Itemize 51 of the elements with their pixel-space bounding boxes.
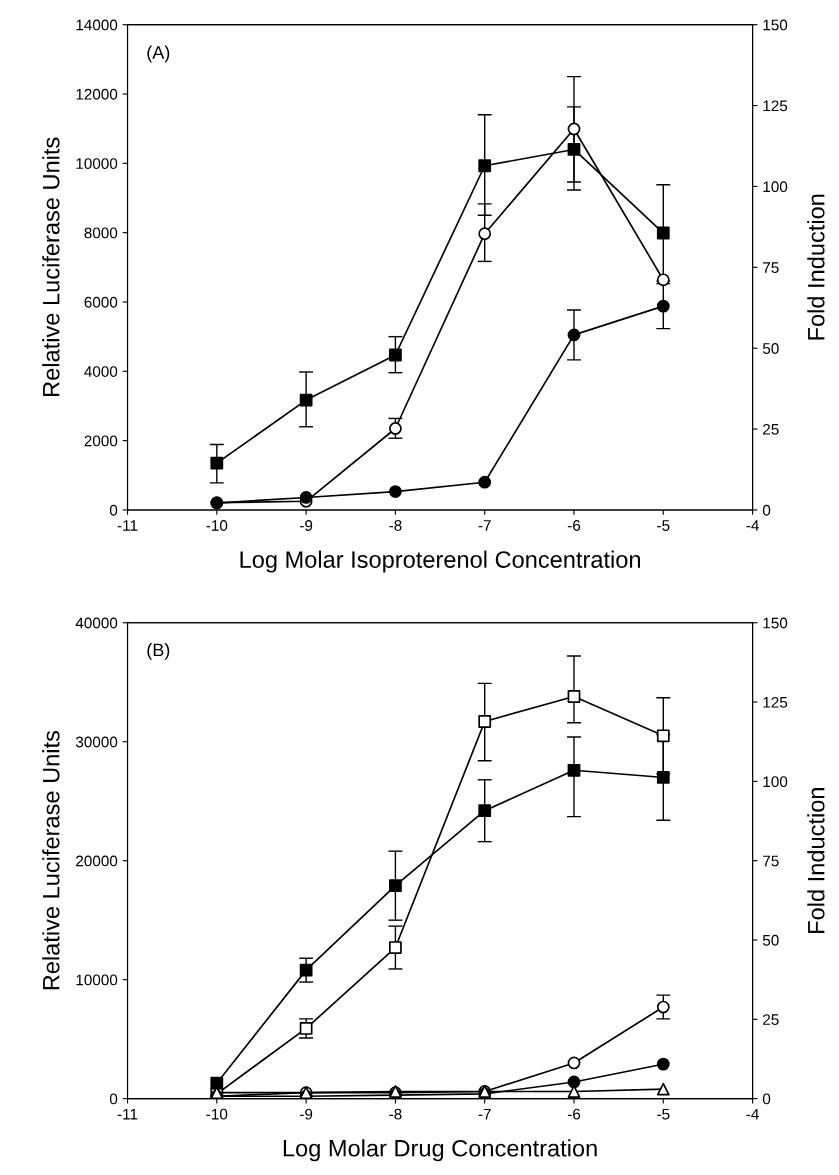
y-tick-label: 0 xyxy=(109,504,118,516)
y-tick-label: 10000 xyxy=(76,974,118,986)
y-tick-label: 12000 xyxy=(76,88,118,100)
y2-tick-label: 25 xyxy=(763,1014,779,1025)
y-tick-label: 30000 xyxy=(75,736,118,748)
x-axis-title: Log Molar Drug Concentration xyxy=(283,1139,597,1162)
x-tick-label: -11 xyxy=(117,520,138,531)
y2-tick-label: 0 xyxy=(762,1093,771,1105)
y2-tick-label: 125 xyxy=(763,696,788,708)
y2-tick-label: 50 xyxy=(762,934,779,946)
x-tick-label: -7 xyxy=(478,1108,491,1120)
x-tick-label: -9 xyxy=(300,1108,313,1120)
y-tick-label: 4000 xyxy=(84,366,118,377)
y2-tick-label: 100 xyxy=(763,776,788,788)
x-tick-label: -8 xyxy=(389,1108,402,1120)
y2-axis-title: Fold Induction xyxy=(807,788,825,933)
x-tick-label: -7 xyxy=(478,520,491,531)
x-axis-title: Log Molar Isoproterenol Concentration xyxy=(240,550,641,573)
y-tick-label: 6000 xyxy=(84,296,118,308)
y-tick-label: 2000 xyxy=(84,435,118,447)
y2-tick-label: 75 xyxy=(763,855,779,867)
y-tick-label: 8000 xyxy=(84,227,118,239)
x-tick-label: -11 xyxy=(117,1108,138,1120)
y2-axis-title: Fold Induction xyxy=(807,194,825,340)
x-tick-label: -10 xyxy=(206,520,228,531)
x-tick-label: -5 xyxy=(657,1108,670,1120)
y-tick-label: 40000 xyxy=(75,617,118,629)
x-tick-label: -10 xyxy=(206,1108,228,1120)
y2-tick-label: 25 xyxy=(763,423,779,435)
y2-tick-label: 125 xyxy=(763,100,788,112)
y2-tick-label: 150 xyxy=(763,617,788,629)
y-axis-title: Relative Luciferase Units xyxy=(42,730,60,990)
x-tick-label: -9 xyxy=(300,520,313,531)
x-tick-label: -4 xyxy=(746,520,759,531)
y2-tick-label: 100 xyxy=(763,181,788,193)
y-tick-label: 0 xyxy=(109,1093,118,1105)
y2-tick-label: 50 xyxy=(762,343,779,354)
y2-tick-label: 75 xyxy=(763,262,779,273)
x-tick-label: -6 xyxy=(567,520,581,531)
x-tick-label: -6 xyxy=(567,1108,581,1120)
annotation: (B) xyxy=(147,642,170,660)
y-axis-title: Relative Luciferase Units xyxy=(42,137,60,396)
y2-tick-label: 150 xyxy=(763,19,788,31)
y-tick-label: 20000 xyxy=(76,855,118,867)
y-tick-label: 14000 xyxy=(76,19,118,31)
annotation: (A) xyxy=(147,45,170,63)
y-tick-label: 10000 xyxy=(76,158,118,170)
x-tick-label: -5 xyxy=(657,520,670,531)
x-tick-label: -4 xyxy=(746,1108,759,1120)
y2-tick-label: 0 xyxy=(762,504,771,516)
x-tick-label: -8 xyxy=(389,520,402,531)
